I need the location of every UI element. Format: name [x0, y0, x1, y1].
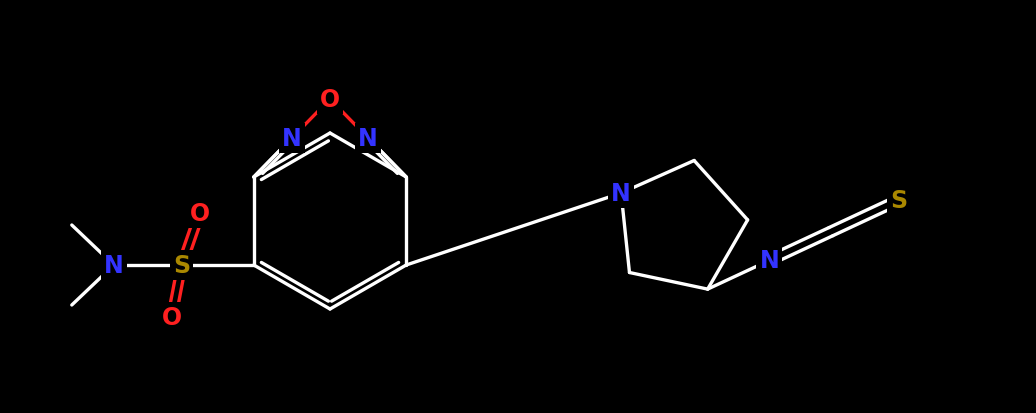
Text: S: S [173, 254, 191, 277]
Text: S: S [890, 189, 908, 213]
Text: N: N [104, 254, 123, 277]
Text: N: N [759, 249, 779, 273]
Text: N: N [611, 182, 631, 206]
Text: O: O [190, 202, 210, 225]
Text: O: O [320, 88, 340, 112]
Text: N: N [282, 127, 301, 151]
Text: O: O [162, 305, 182, 329]
Text: N: N [358, 127, 378, 151]
